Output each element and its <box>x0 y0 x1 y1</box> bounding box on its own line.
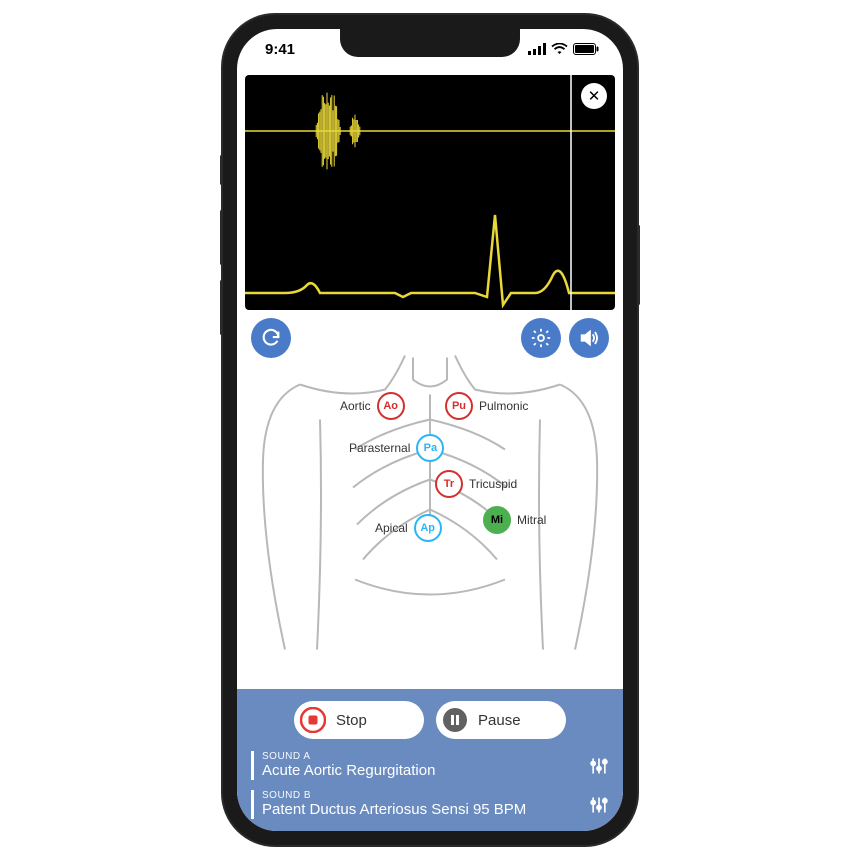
stop-icon <box>300 707 326 733</box>
pause-button[interactable]: Pause <box>436 701 566 739</box>
ausc-point-parasternal[interactable]: Pa Parasternal <box>349 434 444 462</box>
stop-label: Stop <box>336 712 367 729</box>
torso-panel: Ao Aortic Pu Pulmonic Pa Parasternal Tr Tricusp… <box>245 310 615 689</box>
volume-button[interactable] <box>569 318 609 358</box>
ausc-label-aortic: Aortic <box>340 399 371 413</box>
pause-label: Pause <box>478 712 521 729</box>
gear-icon <box>530 327 552 349</box>
sound-a-text: SOUND A Acute Aortic Regurgitation <box>251 751 435 780</box>
ausc-point-tricuspid[interactable]: Tr Tricuspid <box>435 470 517 498</box>
ausc-point-apical[interactable]: Ap Apical <box>375 514 442 542</box>
sound-b-row[interactable]: SOUND B Patent Ductus Arteriosus Sensi 9… <box>247 788 613 821</box>
ausc-label-parasternal: Parasternal <box>349 441 410 455</box>
ausc-label-pulmonic: Pulmonic <box>479 399 528 413</box>
waveform-panel: ✕ <box>245 75 615 310</box>
status-time: 9:41 <box>265 41 295 58</box>
sound-b-text: SOUND B Patent Ductus Arteriosus Sensi 9… <box>251 790 526 819</box>
ausc-label-tricuspid: Tricuspid <box>469 477 517 491</box>
pause-icon <box>442 707 468 733</box>
waveform-svg <box>245 75 615 310</box>
sliders-icon[interactable] <box>589 756 609 776</box>
volume-down-button <box>220 280 223 335</box>
ausc-marker-pulmonic[interactable]: Pu <box>445 392 473 420</box>
ausc-marker-mitral[interactable]: Mi <box>483 506 511 534</box>
phone-frame: 9:41 <box>223 15 637 845</box>
sliders-icon[interactable] <box>589 795 609 815</box>
sound-a-row[interactable]: SOUND A Acute Aortic Regurgitation <box>247 749 613 782</box>
playback-controls: Stop Pause <box>247 701 613 739</box>
bottom-panel: Stop Pause SOUND A Acute Aortic Regurgit… <box>237 689 623 831</box>
speaker-icon <box>578 327 600 349</box>
ausc-point-mitral[interactable]: Mi Mitral <box>483 506 546 534</box>
notch <box>340 29 520 57</box>
volume-up-button <box>220 210 223 265</box>
close-icon: ✕ <box>588 87 601 105</box>
wifi-icon <box>551 43 568 55</box>
sound-a-name: Acute Aortic Regurgitation <box>262 762 435 780</box>
refresh-icon <box>260 327 282 349</box>
status-icons <box>528 43 599 55</box>
close-waveform-button[interactable]: ✕ <box>581 83 607 109</box>
ausc-marker-aortic[interactable]: Ao <box>377 392 405 420</box>
ausc-point-aortic[interactable]: Ao Aortic <box>340 392 405 420</box>
cellular-icon <box>528 43 546 55</box>
mute-switch <box>220 155 223 185</box>
battery-icon <box>573 43 599 55</box>
stop-button[interactable]: Stop <box>294 701 424 739</box>
ausc-label-mitral: Mitral <box>517 513 546 527</box>
ausc-marker-tricuspid[interactable]: Tr <box>435 470 463 498</box>
ausc-point-pulmonic[interactable]: Pu Pulmonic <box>445 392 528 420</box>
ausc-label-apical: Apical <box>375 521 408 535</box>
torso-outline <box>245 310 615 689</box>
sound-b-name: Patent Ductus Arteriosus Sensi 95 BPM <box>262 801 526 819</box>
refresh-button[interactable] <box>251 318 291 358</box>
ausc-marker-apical[interactable]: Ap <box>414 514 442 542</box>
settings-button[interactable] <box>521 318 561 358</box>
ausc-marker-parasternal[interactable]: Pa <box>416 434 444 462</box>
sound-a-label: SOUND A <box>262 751 435 762</box>
sound-b-label: SOUND B <box>262 790 526 801</box>
power-button <box>637 225 640 305</box>
screen: 9:41 <box>237 29 623 831</box>
